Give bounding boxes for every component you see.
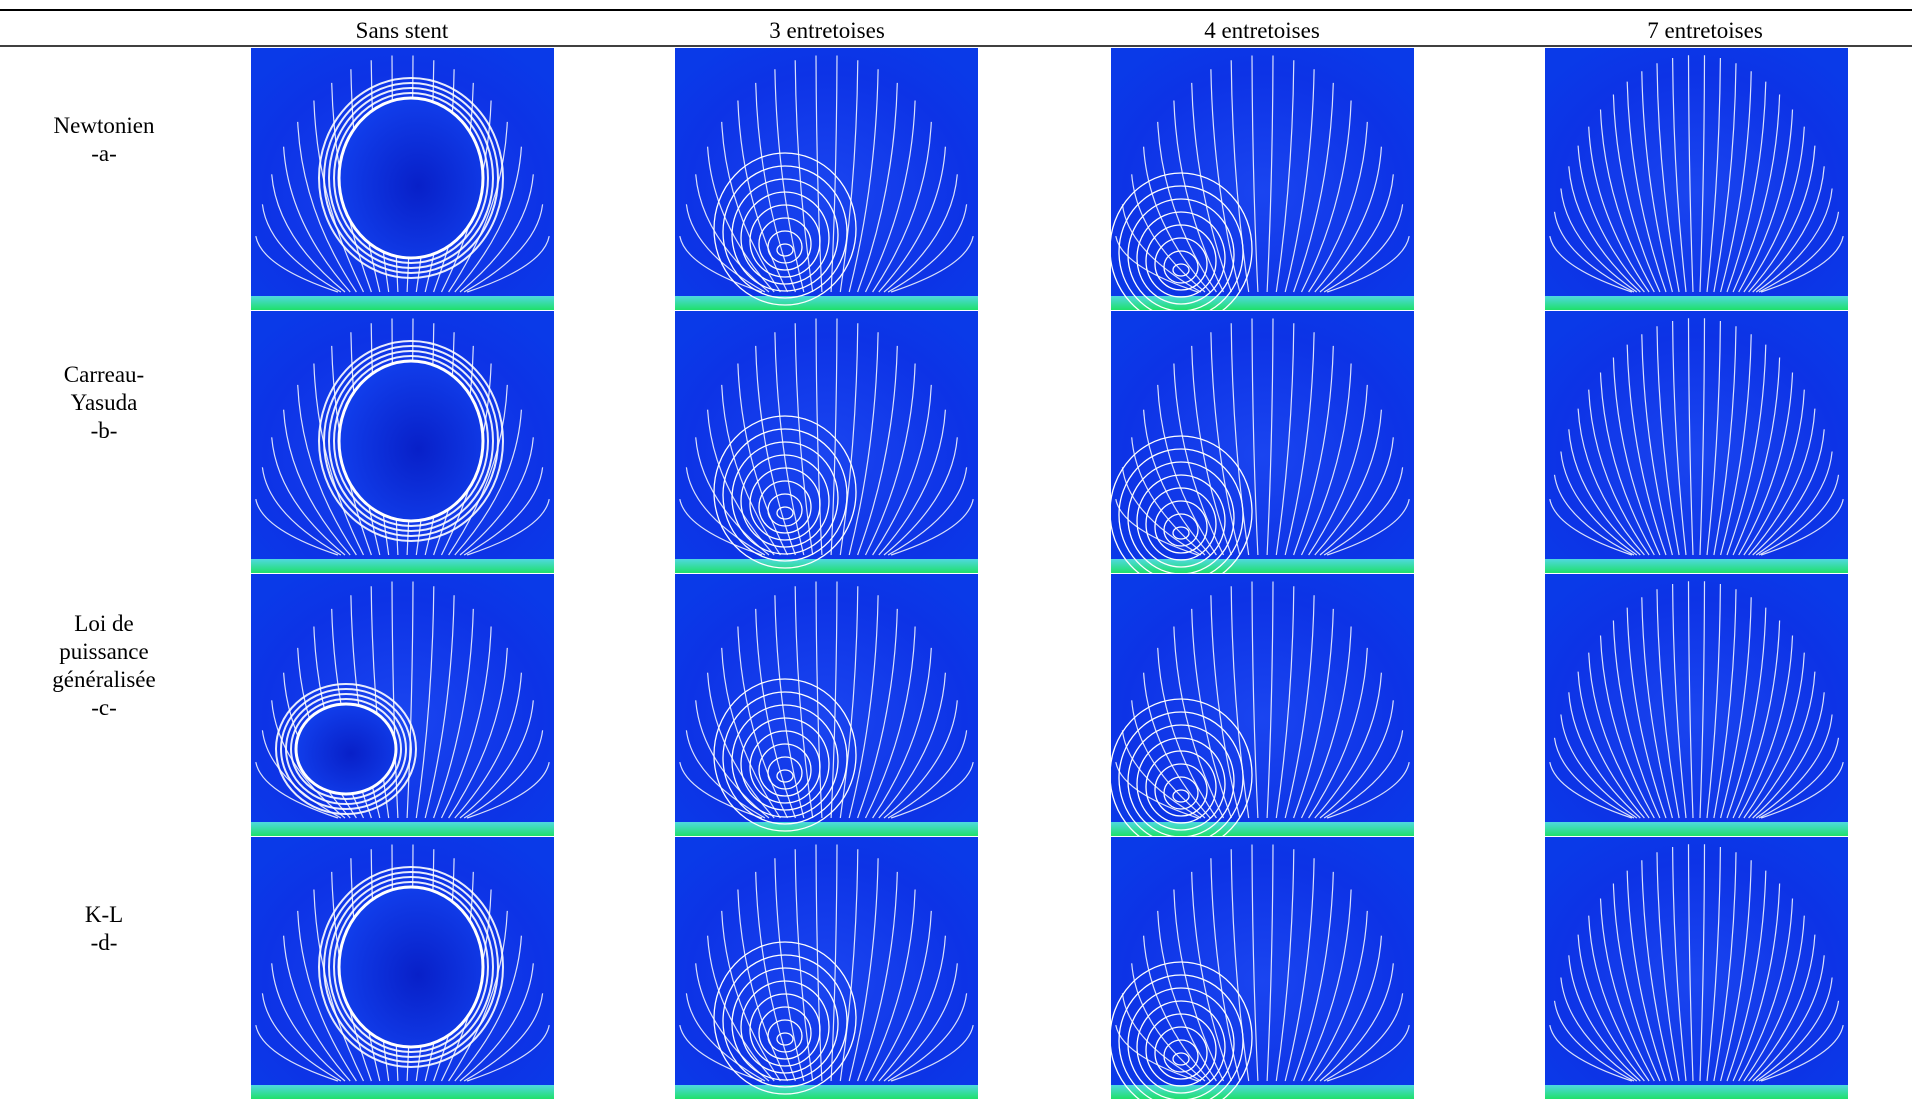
wall-floor	[251, 822, 554, 836]
vortex-core	[339, 361, 483, 521]
column-header: 7 entretoises	[1647, 18, 1763, 43]
wall-floor	[675, 296, 978, 310]
wall-floor	[1111, 296, 1414, 310]
streamline-plot	[1545, 311, 1848, 573]
streamline-plot	[675, 311, 978, 573]
plot-background	[1545, 311, 1848, 573]
wall-floor	[251, 559, 554, 573]
plot-background	[251, 574, 554, 836]
plot-background	[1545, 48, 1848, 310]
wall-floor	[1111, 559, 1414, 573]
wall-floor	[1545, 559, 1848, 573]
wall-floor	[1545, 1085, 1848, 1099]
wall-floor	[1111, 822, 1414, 836]
vortex-core	[339, 887, 483, 1047]
streamline-plot	[251, 48, 554, 310]
streamline-plot	[675, 574, 978, 836]
row-label: Newtonien	[54, 113, 155, 138]
streamline-plot	[675, 837, 978, 1099]
streamline-plot	[251, 837, 554, 1099]
wall-floor	[251, 296, 554, 310]
streamline-plot	[1545, 837, 1848, 1099]
wall-floor	[1111, 1085, 1414, 1099]
wall-floor	[251, 1085, 554, 1099]
streamline-plot	[1110, 837, 1414, 1101]
row-label: -b-	[91, 418, 118, 443]
wall-floor	[675, 822, 978, 836]
streamline-plot	[251, 574, 554, 836]
streamline-plot	[251, 311, 554, 573]
row-label: -d-	[91, 930, 118, 955]
row-label: -a-	[91, 141, 117, 166]
column-header: 4 entretoises	[1204, 18, 1320, 43]
wall-floor	[675, 1085, 978, 1099]
streamline-plot	[675, 48, 978, 310]
row-label: Loi de	[74, 611, 133, 636]
row-label: Yasuda	[71, 390, 138, 415]
streamline-plot	[1545, 48, 1848, 310]
row-label: K-L	[85, 902, 123, 927]
streamline-plot	[1110, 48, 1414, 325]
row-label: -c-	[91, 695, 117, 720]
column-header: 3 entretoises	[769, 18, 885, 43]
vortex-core	[339, 98, 483, 258]
row-label: généralisée	[52, 667, 155, 692]
vortex-core	[296, 704, 396, 794]
wall-floor	[675, 559, 978, 573]
streamline-plot	[1110, 574, 1414, 851]
column-header: Sans stent	[356, 18, 449, 43]
plot-background	[1545, 837, 1848, 1099]
row-label: Carreau-	[64, 362, 144, 387]
page: Sans stent 3 entretoises 4 entretoises 7 en…	[0, 0, 1912, 1101]
streamline-plot	[1110, 311, 1414, 588]
figure-table: Sans stent 3 entretoises 4 entretoises 7 en…	[0, 0, 1912, 1101]
wall-floor	[1545, 296, 1848, 310]
plot-background	[1545, 574, 1848, 836]
wall-floor	[1545, 822, 1848, 836]
row-label: puissance	[59, 639, 148, 664]
streamline-plot	[1545, 574, 1848, 836]
